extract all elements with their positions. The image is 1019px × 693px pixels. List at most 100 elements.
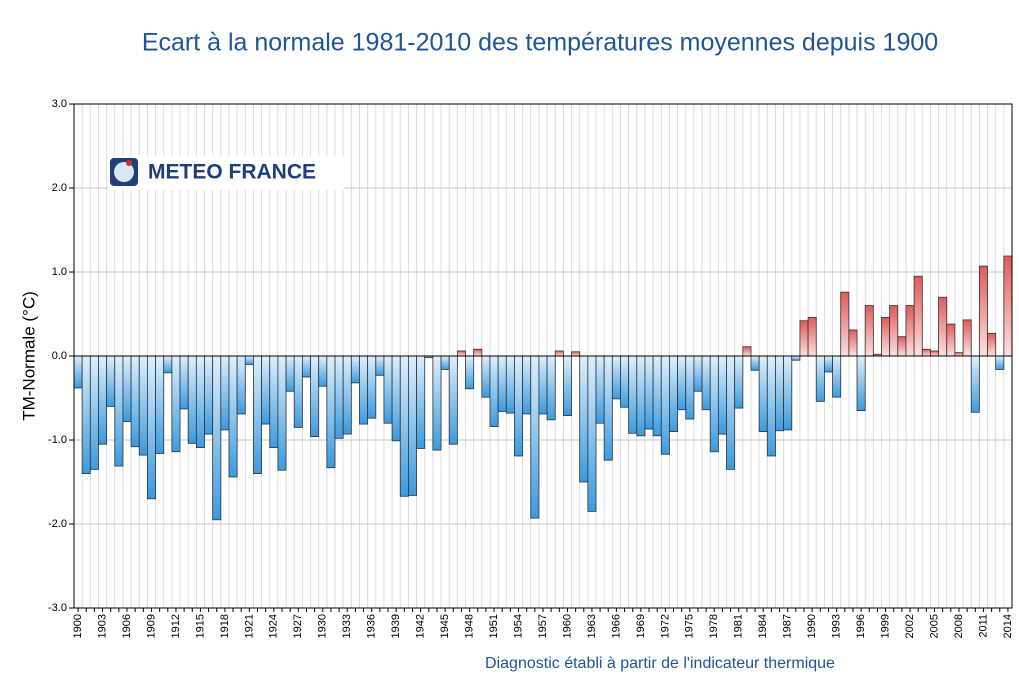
- bar: [220, 355, 230, 431]
- bar: [505, 355, 515, 414]
- bar: [660, 355, 670, 455]
- bar: [130, 355, 140, 448]
- bar: [734, 355, 744, 409]
- y-axis-title: TM-Normale (°C): [19, 291, 38, 421]
- x-tick-label: 1948: [463, 614, 475, 638]
- bar: [856, 355, 866, 411]
- x-tick-label: 2011: [977, 614, 989, 638]
- bar: [310, 355, 320, 438]
- bar: [195, 355, 205, 448]
- bar: [293, 355, 303, 428]
- bar: [391, 355, 401, 442]
- x-tick-label: 2008: [953, 614, 965, 638]
- bar: [530, 355, 540, 519]
- x-tick-label: 1975: [684, 614, 696, 638]
- bar: [815, 355, 825, 402]
- bar: [359, 355, 369, 425]
- bar: [440, 355, 450, 370]
- bar: [709, 355, 719, 453]
- x-tick-label: 1996: [855, 614, 867, 638]
- x-tick-label: 1924: [268, 614, 280, 638]
- bar: [122, 355, 132, 422]
- bar: [106, 355, 116, 407]
- bar: [677, 355, 687, 411]
- bar: [244, 355, 254, 365]
- x-tick-label: 1987: [782, 614, 794, 638]
- y-tick-label: 3.0: [52, 98, 67, 110]
- bar: [350, 355, 360, 384]
- logo-text: METEO FRANCE: [148, 161, 316, 184]
- bar: [742, 346, 752, 357]
- x-tick-label: 1900: [72, 614, 84, 638]
- x-tick-label: 1963: [586, 614, 598, 638]
- bar: [685, 355, 695, 420]
- bar: [301, 355, 311, 378]
- bar: [408, 355, 417, 496]
- bar: [497, 355, 507, 412]
- x-tick-label: 1990: [806, 614, 818, 638]
- bar: [636, 355, 646, 437]
- bar: [342, 355, 352, 435]
- bar: [840, 291, 850, 357]
- bar: [456, 350, 466, 357]
- bar: [799, 320, 809, 357]
- bar: [995, 355, 1005, 370]
- bar: [620, 355, 630, 408]
- bar: [701, 355, 711, 411]
- bar: [946, 323, 956, 357]
- bar: [489, 355, 499, 427]
- bar: [473, 348, 483, 357]
- chart-title: Ecart à la normale 1981-2010 des tempéra…: [142, 29, 938, 57]
- bar: [938, 296, 948, 357]
- bar: [1003, 255, 1013, 357]
- x-tick-label: 2014: [1002, 614, 1014, 638]
- x-tick-label: 1909: [145, 614, 157, 638]
- bar: [334, 355, 344, 439]
- bar: [546, 355, 556, 421]
- logo-globe: [114, 162, 134, 182]
- logo-background: [108, 156, 344, 190]
- bar: [726, 355, 736, 470]
- bar: [155, 355, 165, 454]
- bar: [758, 355, 768, 432]
- x-tick-label: 1921: [243, 614, 255, 638]
- y-tick-label: 0.0: [52, 350, 67, 362]
- bar: [522, 355, 532, 415]
- bar: [848, 329, 858, 357]
- y-tick-label: -2.0: [48, 518, 67, 530]
- x-tick-label: 1954: [512, 614, 524, 638]
- bar: [954, 352, 964, 357]
- bar: [89, 355, 99, 470]
- bar: [163, 355, 173, 374]
- bar: [978, 265, 988, 357]
- x-tick-label: 2005: [928, 614, 940, 638]
- x-tick-label: 1957: [537, 614, 549, 638]
- x-tick-label: 1969: [635, 614, 647, 638]
- bar: [587, 355, 597, 512]
- bar: [775, 355, 785, 432]
- bar: [285, 355, 295, 392]
- bar: [367, 355, 377, 419]
- bar: [962, 319, 972, 357]
- x-tick-label: 1978: [708, 614, 720, 638]
- bar: [98, 355, 108, 445]
- y-tick-label: 1.0: [52, 266, 67, 278]
- x-tick-label: 1906: [121, 614, 133, 638]
- bar: [432, 355, 442, 451]
- bar: [791, 355, 801, 361]
- x-tick-label: 1939: [390, 614, 402, 638]
- bar: [81, 355, 91, 474]
- x-tick-label: 1936: [366, 614, 378, 638]
- bar: [571, 351, 581, 357]
- plot-border: [73, 103, 1013, 609]
- bar: [383, 355, 393, 424]
- x-tick-label: 1972: [659, 614, 671, 638]
- x-tick-label: 1999: [879, 614, 891, 638]
- bar: [864, 305, 874, 357]
- x-tick-label: 1966: [610, 614, 622, 638]
- bar: [750, 355, 760, 371]
- bar: [375, 355, 385, 376]
- bar: [921, 348, 931, 357]
- bar: [603, 355, 613, 461]
- bar: [930, 350, 939, 357]
